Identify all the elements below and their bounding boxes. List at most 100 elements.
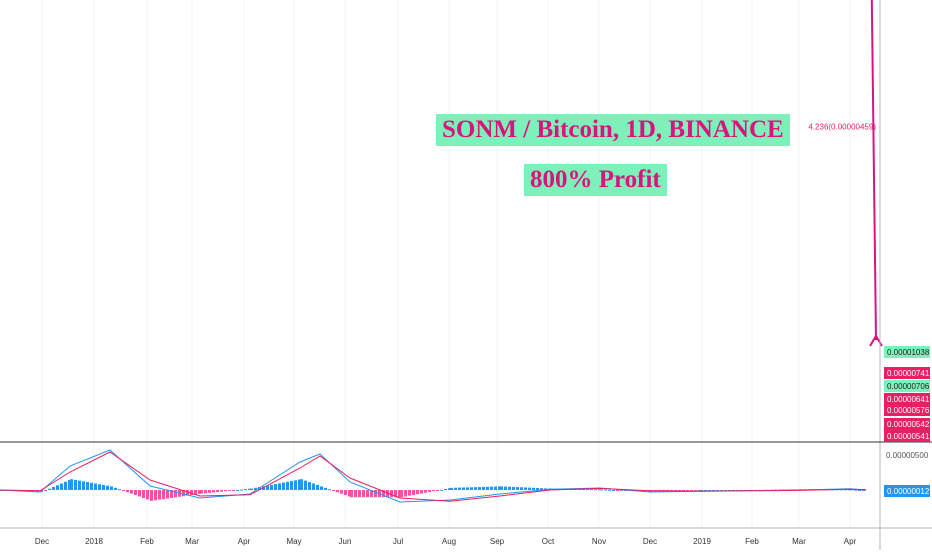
- macd-histogram-bar: [300, 479, 303, 490]
- macd-histogram-bar: [254, 487, 257, 490]
- macd-histogram-bar: [404, 490, 407, 497]
- time-tick-label: May: [286, 537, 301, 546]
- macd-histogram-bar: [408, 490, 411, 496]
- macd-panel: 0.00000500 0.00000012: [0, 449, 930, 503]
- macd-histogram-bar: [340, 490, 343, 494]
- macd-histogram-bar: [286, 481, 289, 490]
- macd-histogram-bar: [504, 486, 507, 490]
- fib-level-label: 4.236(0.00000459): [808, 122, 876, 131]
- macd-histogram-bar: [478, 487, 481, 490]
- macd-histogram-bar: [374, 490, 377, 498]
- macd-histogram-bar: [146, 490, 149, 500]
- macd-histogram-bar: [362, 490, 365, 498]
- macd-histogram-bar: [182, 490, 185, 497]
- price-badge-label: 0.00000741: [887, 369, 930, 378]
- macd-histogram-bar: [528, 487, 531, 490]
- macd-histogram-bar: [486, 486, 489, 490]
- macd-histogram-bar: [98, 484, 101, 490]
- price-badge: [884, 404, 930, 416]
- macd-histogram-bar: [274, 484, 277, 490]
- macd-histogram-bar: [44, 490, 47, 491]
- time-tick-label: Jul: [393, 537, 403, 546]
- macd-histogram-bar: [862, 490, 865, 491]
- macd-histogram-bar: [82, 481, 85, 490]
- macd-histogram-bar: [494, 486, 497, 490]
- macd-histogram-bar: [512, 486, 515, 490]
- macd-histogram-bar: [524, 487, 527, 490]
- macd-histogram-bar: [358, 490, 361, 498]
- macd-histogram-bar: [212, 490, 215, 493]
- macd-histogram-bar: [68, 480, 71, 490]
- macd-histogram-bar: [110, 486, 113, 490]
- macd-histogram-bar: [134, 490, 137, 496]
- macd-histogram-bar: [400, 490, 403, 498]
- fib-levels: 0(0.00005199)0.236(0.00004935)0.382(0.00…: [808, 122, 876, 131]
- macd-histogram-bar: [612, 489, 615, 491]
- macd-histogram-bar: [198, 490, 201, 494]
- time-tick-label: Apr: [238, 537, 251, 546]
- macd-histogram-bar: [394, 490, 397, 498]
- macd-histogram-bar: [290, 481, 293, 490]
- macd-histogram-bar: [138, 490, 141, 497]
- macd-histogram-bar: [850, 489, 853, 491]
- macd-histogram-bar: [678, 490, 681, 491]
- time-tick-label: Nov: [592, 537, 606, 546]
- price-badge-label: 0.00000576: [887, 406, 930, 415]
- macd-histogram-bar: [336, 490, 339, 493]
- macd-histogram-bar: [126, 490, 129, 493]
- macd-histogram-bar: [598, 489, 601, 491]
- macd-histogram-bar: [694, 490, 697, 491]
- macd-histogram-bar: [150, 490, 153, 501]
- macd-histogram-bar: [704, 490, 707, 491]
- macd-histogram-bar: [450, 487, 453, 490]
- macd-histogram-bar: [348, 490, 351, 497]
- macd-line: [0, 449, 867, 503]
- chart-subtitle: 800% Profit: [524, 164, 667, 196]
- macd-histogram-bar: [70, 479, 73, 490]
- macd-histogram-bar: [604, 489, 607, 491]
- macd-histogram-bar: [520, 487, 523, 490]
- macd-histogram-bar: [416, 490, 419, 495]
- macd-histogram-bar: [324, 487, 327, 490]
- macd-histogram-bar: [858, 490, 861, 491]
- macd-histogram-bar: [240, 489, 243, 491]
- macd-histogram-bar: [130, 490, 133, 494]
- macd-histogram-bar: [424, 490, 427, 493]
- macd-histogram-bar: [232, 490, 235, 491]
- price-badge: [884, 430, 930, 442]
- macd-badge-label: 0.00000012: [887, 487, 930, 496]
- macd-histogram-bar: [454, 487, 457, 490]
- macd-histogram-bar: [304, 480, 307, 490]
- time-tick-label: Feb: [140, 537, 154, 546]
- price-badge-label: 0.00000542: [887, 420, 930, 429]
- macd-histogram-bar: [328, 489, 331, 491]
- price-badge: [884, 346, 930, 358]
- macd-histogram-bar: [186, 490, 189, 496]
- macd-histogram-bar: [854, 489, 857, 491]
- macd-histogram-bar: [224, 490, 227, 492]
- price-badge: [884, 393, 930, 405]
- arrow-line: [870, 0, 877, 341]
- macd-histogram-bar: [200, 490, 203, 494]
- macd-histogram-bar: [708, 490, 711, 491]
- time-tick-label: Oct: [542, 537, 555, 546]
- macd-histogram-bar: [500, 486, 503, 490]
- macd-histogram-bar: [594, 489, 597, 491]
- macd-histogram-bar: [162, 490, 165, 500]
- time-tick-label: Mar: [185, 537, 199, 546]
- macd-histogram-bar: [516, 487, 519, 490]
- time-tick-label: Apr: [844, 537, 857, 546]
- price-badge-label: 0.00000706: [887, 382, 930, 391]
- macd-histogram-bar: [248, 488, 251, 490]
- macd-histogram-bar: [48, 488, 51, 490]
- macd-histogram-bar: [90, 482, 93, 490]
- macd-histogram-bar: [258, 487, 261, 490]
- macd-histogram-bar: [848, 489, 851, 491]
- macd-histogram-bar: [158, 490, 161, 500]
- macd-tick-label: 0.00000500: [886, 451, 929, 460]
- macd-histogram-bar: [106, 485, 109, 490]
- macd-histogram-bar: [720, 490, 723, 491]
- time-tick-label: Sep: [490, 537, 505, 546]
